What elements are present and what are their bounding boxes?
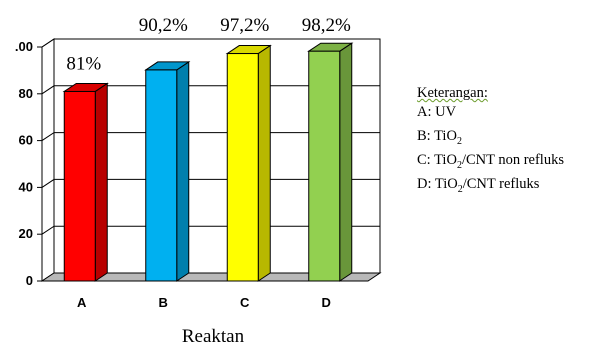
bar-a [63, 90, 96, 282]
chart-floor [40, 272, 382, 282]
gridline [41, 85, 380, 95]
bar-side [176, 60, 190, 282]
y-tick-label: 0 [26, 273, 33, 288]
legend-item-a: A: UV [417, 104, 457, 120]
bar-d [308, 50, 341, 282]
x-axis-label: Reaktan [182, 326, 245, 347]
y-tick-label: .00 [15, 39, 33, 54]
plot-area: 0 20 40 60 80 .00 A 81% B 90,2% C 97,2% D 98,2% [15, 15, 382, 310]
legend: Keterangan: A: UV B: TiO2 C: TiO2/CNT no… [417, 84, 564, 199]
bar-b [145, 69, 178, 282]
chart-side-wall [41, 38, 55, 282]
x-tick-label: C [240, 295, 250, 310]
x-tick-label: B [159, 295, 168, 310]
y-tick-label: 20 [19, 226, 33, 241]
gridline [41, 225, 380, 235]
gridline [41, 178, 380, 188]
data-label: 97,2% [220, 15, 269, 36]
gridline [41, 132, 380, 142]
bar-c [226, 53, 259, 282]
legend-item-b: B: TiO2 [417, 127, 462, 147]
bar-side [257, 44, 271, 282]
data-label: 98,2% [302, 15, 351, 36]
legend-item-d: D: TiO2/CNT refluks [417, 175, 540, 195]
legend-item-c: C: TiO2/CNT non refluks [417, 151, 564, 171]
y-tick-label: 60 [19, 133, 33, 148]
data-label: 90,2% [139, 15, 188, 36]
data-label: 81% [66, 53, 101, 74]
bar-side [94, 82, 108, 282]
x-tick-label: D [322, 295, 331, 310]
legend-title: Keterangan: [417, 85, 488, 101]
y-tick-label: 40 [19, 179, 33, 194]
y-tick-label: 80 [19, 86, 33, 101]
bar-side [339, 42, 353, 282]
x-tick-label: A [77, 295, 87, 310]
gridline [41, 38, 380, 48]
